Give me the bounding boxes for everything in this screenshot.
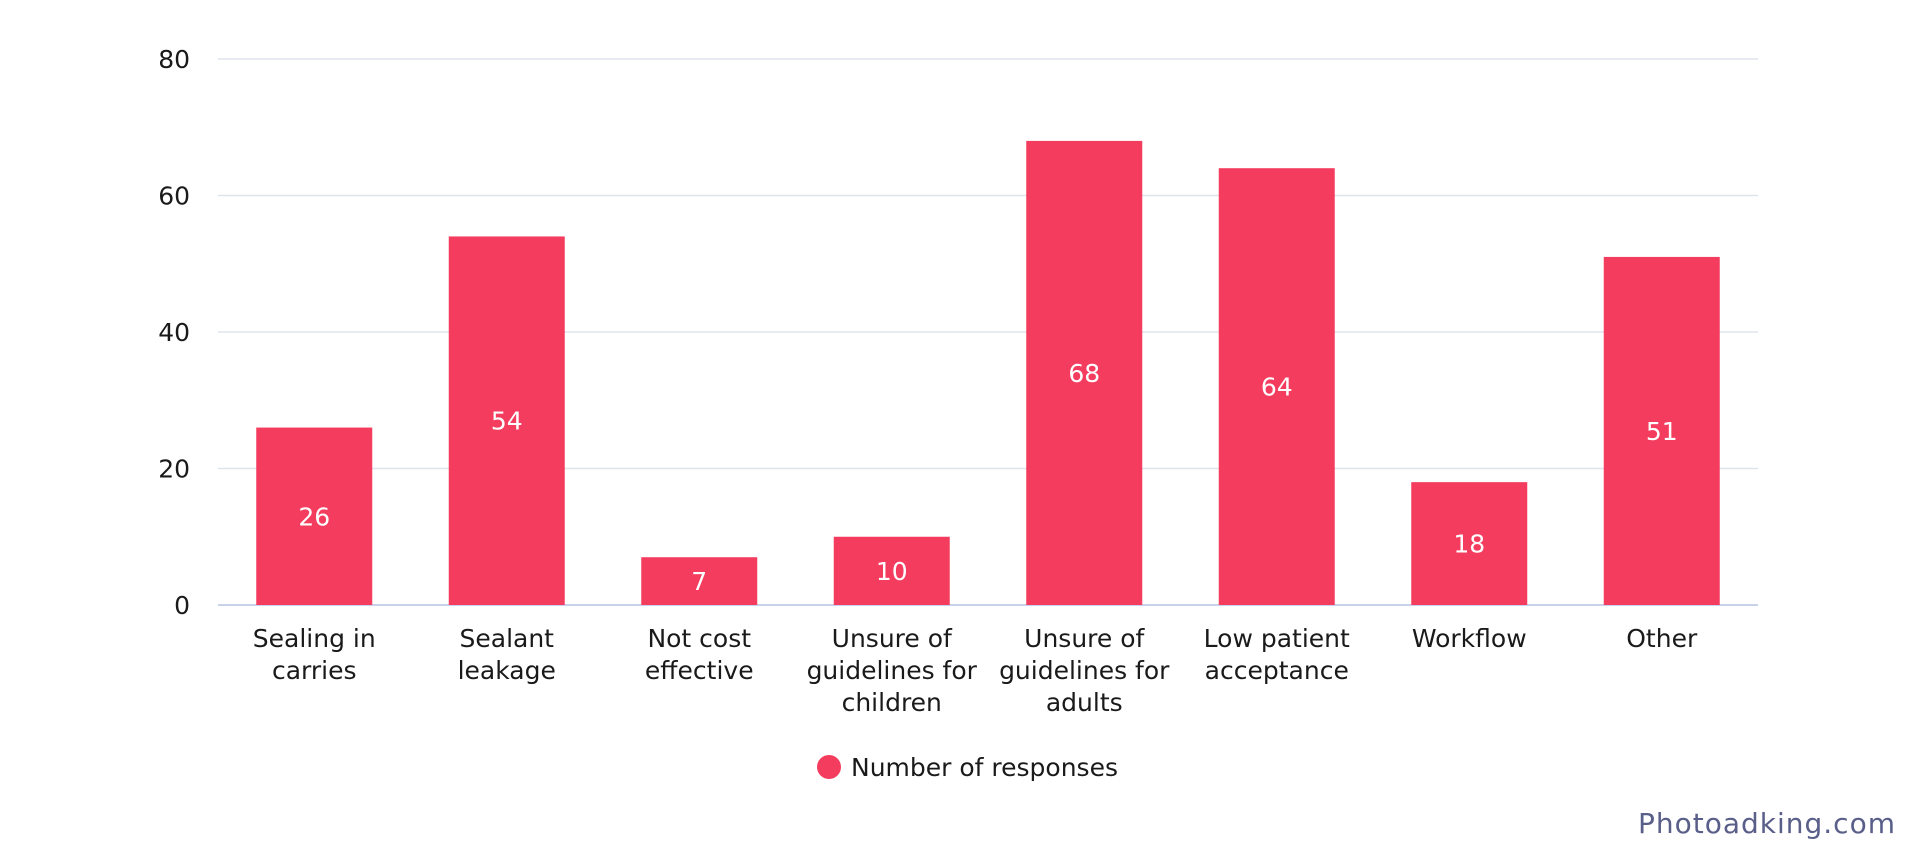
data-labels: 26 54 7 10 68 64 18 51 xyxy=(298,359,1677,596)
y-tick-label: 40 xyxy=(158,318,190,347)
x-category-label: Low patient acceptance xyxy=(1204,624,1350,685)
x-category-label-line: Sealant xyxy=(460,624,555,653)
bar-value-label: 18 xyxy=(1453,530,1485,559)
x-category-label-line: carries xyxy=(272,656,357,685)
x-category-label-line: Unsure of xyxy=(1024,624,1145,653)
x-category-label-line: Low patient xyxy=(1204,624,1350,653)
bar-value-label: 54 xyxy=(491,407,523,436)
x-category-label: Unsure of guidelines for adults xyxy=(999,624,1170,717)
bar[interactable] xyxy=(641,557,758,605)
x-category-label-line: Other xyxy=(1626,624,1698,653)
x-category-label-line: adults xyxy=(1046,688,1123,717)
x-category-label-line: acceptance xyxy=(1205,656,1349,685)
x-category-label: Unsure of guidelines for children xyxy=(807,624,978,717)
bar[interactable] xyxy=(448,236,565,605)
x-category-label-line: guidelines for xyxy=(999,656,1170,685)
bar[interactable] xyxy=(1218,168,1335,605)
x-category-label-line: Sealing in xyxy=(253,624,376,653)
y-tick-label: 0 xyxy=(174,591,190,620)
x-category-label-line: leakage xyxy=(458,656,556,685)
bar-value-label: 64 xyxy=(1261,373,1293,402)
bars xyxy=(256,140,1720,605)
x-category-label-line: effective xyxy=(645,656,754,685)
bar[interactable] xyxy=(1411,482,1528,605)
y-tick-label: 60 xyxy=(158,182,190,211)
bar[interactable] xyxy=(1026,140,1143,605)
x-category-label: Workflow xyxy=(1412,624,1527,653)
x-category-label: Other xyxy=(1626,624,1698,653)
x-category-label: Sealing in carries xyxy=(253,624,376,685)
y-tick-label: 20 xyxy=(158,455,190,484)
x-axis-categories: Sealing in carries Sealant leakage Not cost e… xyxy=(253,624,1698,717)
bar-value-label: 26 xyxy=(298,502,330,531)
x-category-label: Sealant leakage xyxy=(458,624,556,685)
x-category-label-line: children xyxy=(842,688,942,717)
bar-value-label: 10 xyxy=(876,557,908,586)
bar-value-label: 68 xyxy=(1068,359,1100,388)
x-category-label-line: Unsure of xyxy=(832,624,953,653)
bar-value-label: 7 xyxy=(691,567,707,596)
legend[interactable]: Number of responses xyxy=(817,753,1118,782)
x-category-label-line: Workflow xyxy=(1412,624,1527,653)
x-category-label: Not cost effective xyxy=(645,624,754,685)
legend-marker-icon[interactable] xyxy=(817,755,841,779)
legend-label[interactable]: Number of responses xyxy=(851,753,1118,782)
bar[interactable] xyxy=(256,427,373,605)
y-tick-label: 80 xyxy=(158,45,190,74)
watermark: Photoadking.com xyxy=(1637,807,1896,840)
bar-value-label: 51 xyxy=(1646,417,1678,446)
x-category-label-line: guidelines for xyxy=(807,656,978,685)
bar[interactable] xyxy=(833,536,950,605)
x-category-label-line: Not cost xyxy=(647,624,751,653)
bar[interactable] xyxy=(1603,256,1720,605)
y-axis-ticks: 0 20 40 60 80 xyxy=(158,45,190,620)
